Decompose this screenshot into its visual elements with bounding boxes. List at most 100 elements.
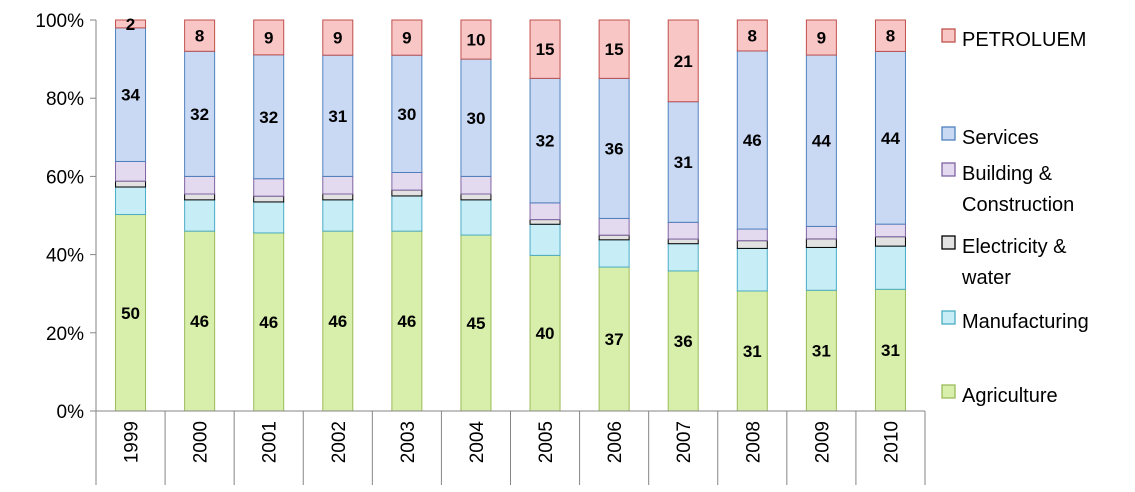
bar-services-2002 bbox=[322, 54, 354, 177]
legend-label: Manufacturing bbox=[962, 311, 1089, 333]
x-tick-label-2007: 2007 bbox=[674, 421, 695, 463]
data-label-services-2002: 31 bbox=[328, 107, 347, 126]
bar-manufacturing-2001 bbox=[253, 201, 285, 234]
bar-petroluem-2002 bbox=[322, 19, 354, 56]
x-tick-label-2006: 2006 bbox=[605, 421, 626, 463]
bar-manufacturing-2002 bbox=[322, 199, 354, 232]
data-label-petroluem-2001: 9 bbox=[264, 28, 273, 47]
bar-building-construction-2010 bbox=[874, 223, 906, 238]
legend-swatch bbox=[941, 384, 956, 399]
legend-item-electricity-water: Electricity & water bbox=[941, 235, 1067, 289]
data-label-petroluem-2008: 8 bbox=[748, 26, 757, 45]
bar-agriculture-2004 bbox=[460, 234, 492, 412]
legend-swatch bbox=[941, 28, 956, 43]
data-label-services-2006: 36 bbox=[605, 139, 624, 158]
legend-label: Construction bbox=[962, 194, 1074, 216]
bar-electricity-water-2005 bbox=[529, 219, 561, 225]
data-label-agriculture-2003: 46 bbox=[397, 312, 416, 331]
data-label-agriculture-2001: 46 bbox=[259, 313, 278, 332]
bar-building-construction-2009 bbox=[805, 225, 837, 240]
legend-label: Agriculture bbox=[962, 385, 1058, 407]
y-tick-label: 0% bbox=[57, 402, 85, 423]
bar-building-construction-2004 bbox=[460, 175, 492, 195]
bar-manufacturing-2005 bbox=[529, 223, 561, 256]
legend-item-manufacturing: Manufacturing bbox=[941, 310, 1089, 333]
legend-label: PETROLUEM bbox=[962, 29, 1086, 51]
data-label-petroluem-2002: 9 bbox=[333, 29, 342, 48]
bar-agriculture-2006 bbox=[598, 266, 630, 412]
x-tick-label-2009: 2009 bbox=[812, 421, 833, 463]
bar-agriculture-2002 bbox=[322, 230, 354, 412]
bar-manufacturing-2000 bbox=[184, 199, 216, 232]
bar-manufacturing-2004 bbox=[460, 199, 492, 236]
bar-manufacturing-2007 bbox=[667, 243, 699, 272]
bar-petroluem-2004 bbox=[460, 19, 492, 60]
bar-agriculture-1999 bbox=[115, 214, 147, 412]
bar-building-construction-2000 bbox=[184, 175, 216, 195]
legend-label: Services bbox=[962, 127, 1039, 149]
bar-services-1999 bbox=[115, 27, 147, 162]
bar-manufacturing-2008 bbox=[736, 247, 768, 292]
bars-layer bbox=[115, 19, 906, 412]
bar-manufacturing-2006 bbox=[598, 239, 630, 268]
data-label-services-2005: 32 bbox=[536, 132, 555, 151]
bar-electricity-water-2000 bbox=[184, 193, 216, 201]
bar-electricity-water-2009 bbox=[805, 238, 837, 248]
data-label-petroluem-2006: 15 bbox=[605, 40, 624, 59]
bar-petroluem-2005 bbox=[529, 19, 561, 79]
bar-petroluem-2007 bbox=[667, 19, 699, 103]
y-tick-label: 100% bbox=[35, 11, 84, 32]
legend-item-building-construction: Building & Construction bbox=[941, 162, 1074, 216]
bar-petroluem-2006 bbox=[598, 19, 630, 79]
y-tick-label: 20% bbox=[46, 324, 84, 345]
axes-layer: 0% 20% 40% 60% 80% 100% 1999 2000 2001 2002 2003 20… bbox=[35, 11, 926, 485]
bar-petroluem-2008 bbox=[736, 19, 768, 52]
x-tick-label-2008: 2008 bbox=[743, 421, 764, 463]
legend-swatch bbox=[941, 126, 956, 141]
bar-services-2006 bbox=[598, 77, 630, 219]
bar-electricity-water-2001 bbox=[253, 195, 285, 203]
legend-item-agriculture: Agriculture bbox=[941, 384, 1058, 407]
data-label-agriculture-2002: 46 bbox=[328, 312, 347, 331]
x-tick-label-2000: 2000 bbox=[191, 421, 212, 463]
data-label-agriculture-2004: 45 bbox=[466, 314, 485, 333]
data-label-services-2001: 32 bbox=[259, 108, 278, 127]
bar-services-2009 bbox=[805, 54, 837, 227]
bar-petroluem-2000 bbox=[184, 19, 216, 52]
legend-label: water bbox=[961, 267, 1011, 289]
bar-petroluem-2003 bbox=[391, 19, 423, 56]
bar-electricity-water-2008 bbox=[736, 240, 768, 249]
data-label-agriculture-2000: 46 bbox=[190, 312, 209, 331]
bar-petroluem-2009 bbox=[805, 19, 837, 56]
bar-building-construction-2002 bbox=[322, 175, 354, 195]
data-label-petroluem-2005: 15 bbox=[536, 40, 555, 59]
bar-petroluem-2001 bbox=[253, 19, 285, 56]
bar-electricity-water-2006 bbox=[598, 234, 630, 241]
data-labels-layer: 50 34 2 46 32 8 46 32 9 46 31 9 46 30 9 45 30 10 40 32 15 37 3… bbox=[121, 15, 900, 361]
bar-building-construction-2005 bbox=[529, 202, 561, 221]
data-label-services-2009: 44 bbox=[812, 132, 831, 151]
legend-item-services: Services bbox=[941, 126, 1039, 149]
data-label-agriculture-2006: 37 bbox=[605, 330, 624, 349]
data-label-services-2003: 30 bbox=[397, 105, 416, 124]
bar-building-construction-2001 bbox=[253, 178, 285, 197]
legend-swatch bbox=[941, 162, 956, 177]
bar-services-2004 bbox=[460, 58, 492, 177]
bar-services-2001 bbox=[253, 54, 285, 180]
y-tick-label: 80% bbox=[46, 89, 84, 110]
bar-manufacturing-2009 bbox=[805, 246, 837, 291]
legend: PETROLUEM Services Building & Construction E… bbox=[941, 28, 1089, 407]
bar-manufacturing-2003 bbox=[391, 195, 423, 232]
legend-swatch bbox=[941, 235, 956, 250]
bar-building-construction-2003 bbox=[391, 171, 423, 191]
bar-manufacturing-2010 bbox=[874, 245, 906, 290]
x-tick-label-2005: 2005 bbox=[536, 421, 557, 463]
bar-electricity-water-2010 bbox=[874, 236, 906, 247]
data-label-agriculture-2008: 31 bbox=[743, 342, 762, 361]
x-tick-label-2010: 2010 bbox=[881, 421, 902, 463]
x-tick-label-2003: 2003 bbox=[398, 421, 419, 463]
data-label-petroluem-1999: 2 bbox=[126, 15, 135, 34]
legend-item-petroluem: PETROLUEM bbox=[941, 28, 1086, 51]
bar-electricity-water-2004 bbox=[460, 193, 492, 201]
